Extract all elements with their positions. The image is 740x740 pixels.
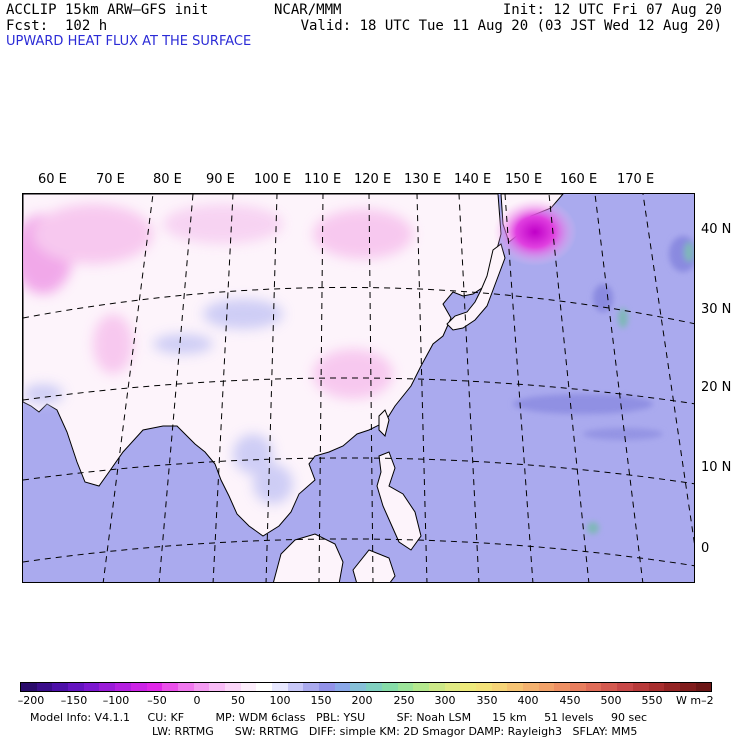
lon-label: 90 E [206,172,235,187]
colorbar-swatch [334,683,351,691]
model-info-line2: LW: RRTMG SW: RRTMG DIFF: simple KM: 2D … [152,725,638,738]
colorbar-swatch [523,683,539,691]
colorbar-swatch [303,683,320,691]
heat-hotspot [493,198,577,266]
colorbar-label: 0 [193,694,201,707]
colorbar-swatch [146,683,163,691]
field-title: UPWARD HEAT FLUX AT THE SURFACE [6,34,252,49]
init-time: Init: 12 UTC Fri 07 Aug 20 [502,2,722,18]
colorbar-swatch [570,683,586,691]
colorbar-swatch [601,683,618,691]
colorbar [20,682,712,692]
valid-time: Valid: 18 UTC Tue 11 Aug 20 (03 JST Wed … [300,18,722,34]
colorbar-swatch [240,683,257,691]
lon-label: 70 E [96,172,125,187]
colorbar-swatch [632,683,649,691]
forecast-hour: Fcst: 102 h [6,18,108,34]
colorbar-swatch [99,683,116,691]
colorbar-swatch [585,683,602,691]
colorbar-swatch [319,683,335,691]
colorbar-label: –150 [60,694,88,707]
colorbar-swatch [413,683,429,691]
colorbar-label: 50 [231,694,245,707]
colorbar-swatch [209,683,225,691]
graticule [23,194,694,582]
colorbar-swatch [224,683,241,691]
colorbar-swatch [428,683,445,691]
colorbar-swatch [648,683,665,691]
land-philippines [376,451,422,551]
lon-label: 140 E [454,172,492,187]
land-taiwan [378,409,390,437]
lon-label: 110 E [304,172,342,187]
ocean-shading [513,236,694,534]
colorbar-swatch [554,683,571,691]
colorbar-label: 250 [393,694,415,707]
colorbar-swatch [52,683,69,691]
colorbar-label: 100 [269,694,291,707]
lat-label: 10 N [701,460,732,475]
colorbar-swatch [162,683,178,691]
colorbar-label: –50 [147,694,167,707]
lat-label: 0 [701,541,710,556]
colorbar-label: –100 [102,694,130,707]
colorbar-swatch [475,683,492,691]
lon-label: 100 E [254,172,292,187]
land-maritime [273,533,344,582]
colorbar-swatch [695,683,712,691]
land-shading [23,204,413,504]
colorbar-swatch [491,683,508,691]
colorbar-swatch [679,683,696,691]
colorbar-swatch [21,683,37,691]
colorbar-swatch [272,683,288,691]
colorbar-swatch [193,683,210,691]
colorbar-label: 200 [351,694,373,707]
lon-label: 160 E [560,172,598,187]
colorbar-label: 150 [310,694,332,707]
lat-label: 40 N [701,222,732,237]
lon-label: 80 E [153,172,182,187]
colorbar-label: –200 [17,694,45,707]
colorbar-swatch [115,683,131,691]
colorbar-swatch [444,683,461,691]
map-panel [22,193,695,583]
colorbar-label: 500 [600,694,622,707]
land-japan [446,243,506,331]
lon-label: 60 E [38,172,67,187]
colorbar-label: 300 [434,694,456,707]
colorbar-swatch [538,683,555,691]
colorbar-swatch [177,683,194,691]
colorbar-swatch [507,683,523,691]
colorbar-swatch [617,683,633,691]
center-name: NCAR/MMM [274,2,342,18]
colorbar-swatch [350,683,367,691]
lon-label: 150 E [505,172,543,187]
colorbar-label: 450 [559,694,581,707]
colorbar-label: 350 [476,694,498,707]
land-asia [23,194,502,537]
colorbar-swatch [460,683,476,691]
colorbar-swatch [366,683,382,691]
colorbar-swatch [381,683,398,691]
model-title: ACCLIP 15km ARW–GFS init [6,2,209,18]
colorbar-swatch [130,683,147,691]
model-info-line1: Model Info: V4.1.1 CU: KF MP: WDM 6class… [30,711,648,724]
lon-label: 170 E [617,172,655,187]
map-canvas [23,194,694,582]
colorbar-label: 550 [641,694,663,707]
colorbar-swatch [36,683,53,691]
colorbar-swatch [287,683,304,691]
colorbar-unit: W m–2 [676,694,714,707]
colorbar-swatch [256,683,272,691]
lon-label: 120 E [354,172,392,187]
colorbar-swatch [397,683,414,691]
colorbar-swatch [68,683,84,691]
colorbar-swatch [83,683,100,691]
lat-label: 30 N [701,302,732,317]
lon-label: 130 E [404,172,442,187]
colorbar-swatch [664,683,680,691]
land-borneo [352,549,396,582]
lat-label: 20 N [701,380,732,395]
colorbar-label: 400 [517,694,539,707]
